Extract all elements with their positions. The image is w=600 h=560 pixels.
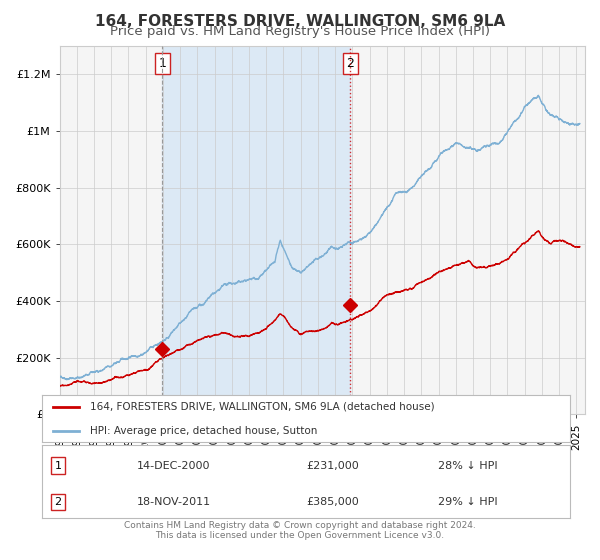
Text: 28% ↓ HPI: 28% ↓ HPI bbox=[438, 460, 497, 470]
Text: £385,000: £385,000 bbox=[306, 497, 359, 507]
Text: 1: 1 bbox=[55, 460, 61, 470]
Text: £231,000: £231,000 bbox=[306, 460, 359, 470]
Bar bbox=[162, 46, 350, 414]
Text: 2: 2 bbox=[346, 57, 354, 70]
Text: 1: 1 bbox=[158, 57, 166, 70]
Text: 14-DEC-2000: 14-DEC-2000 bbox=[137, 460, 211, 470]
Text: 2: 2 bbox=[54, 497, 61, 507]
Text: 18-NOV-2011: 18-NOV-2011 bbox=[137, 497, 211, 507]
Text: Contains HM Land Registry data © Crown copyright and database right 2024.
This d: Contains HM Land Registry data © Crown c… bbox=[124, 521, 476, 540]
Text: 164, FORESTERS DRIVE, WALLINGTON, SM6 9LA: 164, FORESTERS DRIVE, WALLINGTON, SM6 9L… bbox=[95, 14, 505, 29]
Text: HPI: Average price, detached house, Sutton: HPI: Average price, detached house, Sutt… bbox=[89, 426, 317, 436]
Text: Price paid vs. HM Land Registry's House Price Index (HPI): Price paid vs. HM Land Registry's House … bbox=[110, 25, 490, 38]
Text: 29% ↓ HPI: 29% ↓ HPI bbox=[438, 497, 497, 507]
Text: 164, FORESTERS DRIVE, WALLINGTON, SM6 9LA (detached house): 164, FORESTERS DRIVE, WALLINGTON, SM6 9L… bbox=[89, 402, 434, 412]
